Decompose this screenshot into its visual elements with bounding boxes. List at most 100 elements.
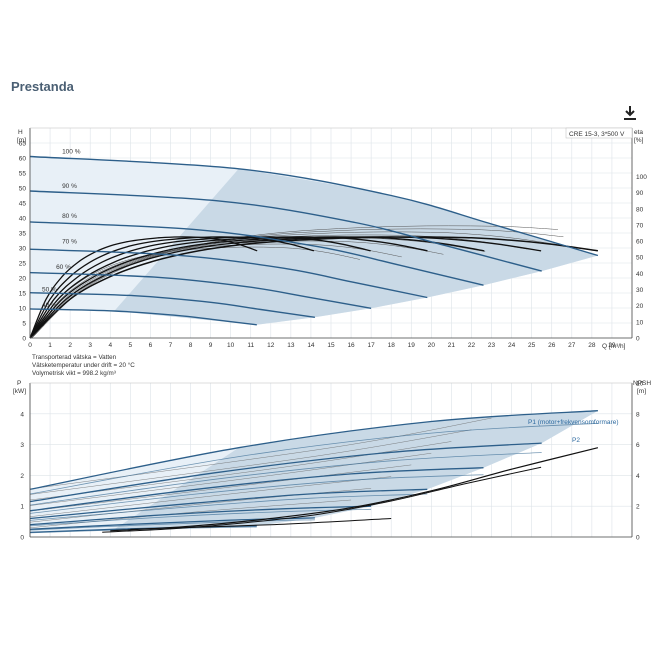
- head-curve-speed-2: [29, 221, 484, 286]
- head-y2-unit: [%]: [634, 137, 644, 144]
- head-curve-speed-0: [29, 155, 599, 257]
- p1-series-label: P1 (motor+frekvensomformare): [528, 419, 619, 426]
- head-x-tick: 19: [408, 342, 416, 349]
- power-p1-curve-3: [29, 488, 428, 520]
- head-y2-tick: 50: [636, 255, 644, 262]
- head-y-tick: 0: [22, 336, 26, 343]
- head-x-tick: 17: [368, 342, 376, 349]
- head-y2-tick: 40: [636, 271, 644, 278]
- head-y-tick: 45: [19, 201, 27, 208]
- head-y2-tick: 30: [636, 287, 644, 294]
- head-y-tick: 50: [19, 186, 27, 193]
- power-iso-curve: [29, 429, 472, 495]
- head-y-tick: 35: [19, 231, 27, 238]
- head-x-tick: 27: [568, 342, 576, 349]
- head-x-tick: 8: [189, 342, 193, 349]
- head-eta-curve-speed: [29, 236, 258, 339]
- head-x-tick: 10: [227, 342, 235, 349]
- head-x-tick: 2: [68, 342, 72, 349]
- head-eta-curve-thin: [31, 246, 361, 339]
- npsh-curve-secondary: [102, 466, 542, 533]
- power-y-tick: 1: [20, 504, 24, 511]
- head-x-tick: 1: [48, 342, 52, 349]
- head-eta-curve-speed: [29, 236, 485, 339]
- p2-series-label: P2: [572, 437, 580, 444]
- power-y2-unit: [m]: [637, 388, 646, 395]
- power-y2-tick: 10: [636, 381, 644, 388]
- speed-label: 60 %: [56, 264, 71, 271]
- head-y2-tick: 20: [636, 303, 644, 310]
- head-y2-tick: 60: [636, 239, 644, 246]
- head-y-tick: 40: [19, 216, 27, 223]
- head-x-tick: 13: [287, 342, 295, 349]
- power-p2-curve-5: [29, 519, 315, 531]
- head-curve-speed-6: [29, 308, 257, 326]
- power-y2-tick: 6: [636, 442, 640, 449]
- head-x-tick: 24: [508, 342, 516, 349]
- head-x-tick: 14: [307, 342, 315, 349]
- head-eta-curve-speed: [29, 236, 315, 339]
- head-x-tick: 23: [488, 342, 496, 349]
- head-y2-tick: 0: [636, 336, 640, 343]
- head-x-tick: 22: [468, 342, 476, 349]
- speed-label: 70 %: [62, 239, 77, 246]
- power-p2-curve-2: [29, 474, 484, 514]
- head-y-tick: 15: [19, 291, 27, 298]
- head-x-tick: 20: [428, 342, 436, 349]
- head-y-tick: 60: [19, 156, 27, 163]
- fluid-info-line: Vätsketemperatur under drift = 20 °C: [32, 361, 135, 369]
- power-y-label: P: [17, 380, 21, 387]
- power-iso-curve: [29, 488, 372, 523]
- head-y2-tick: 100: [636, 174, 647, 181]
- head-y-tick: 20: [19, 276, 27, 283]
- power-p1-curve-2: [29, 467, 484, 512]
- power-p1-curve-4: [29, 505, 372, 526]
- power-p1-curve-5: [29, 517, 315, 530]
- model-label-box: [565, 127, 633, 139]
- head-x-tick: 21: [448, 342, 456, 349]
- power-iso-curve: [29, 417, 492, 490]
- head-x-tick: 4: [108, 342, 112, 349]
- head-y-tick: 55: [19, 171, 27, 178]
- power-y-tick: 4: [20, 411, 24, 418]
- head-y2-tick: 10: [636, 319, 644, 326]
- head-y-label: H: [18, 129, 23, 136]
- head-x-tick: 11: [247, 342, 254, 349]
- power-y2-tick: 2: [636, 504, 640, 511]
- speed-label: 50 %: [42, 287, 57, 294]
- head-x-tick: 28: [588, 342, 596, 349]
- power-p2-curve-3: [29, 493, 428, 521]
- head-eta-curve-thin: [31, 237, 486, 339]
- head-x-tick: 12: [267, 342, 275, 349]
- head-curve-speed-5: [29, 292, 316, 318]
- head-eta-curve-speed: [29, 236, 542, 339]
- head-x-tick: 9: [209, 342, 213, 349]
- speed-label: 100 %: [62, 149, 81, 156]
- power-iso-curve: [29, 476, 392, 517]
- head-y2-label: eta: [634, 129, 643, 136]
- head-x-tick: 26: [548, 342, 556, 349]
- power-iso-curve: [29, 453, 432, 506]
- head-curve-speed-1: [29, 190, 542, 272]
- fluid-info-line: Volymetrisk vikt = 998.2 kg/m³: [32, 370, 116, 377]
- head-y-tick: 10: [19, 306, 27, 313]
- power-y2-tick: 0: [636, 535, 640, 542]
- head-y-tick: 30: [19, 246, 27, 253]
- head-curve-speed-4: [29, 271, 372, 309]
- head-eta-curve-thin: [31, 243, 402, 339]
- head-x-tick: 15: [327, 342, 335, 349]
- head-y-tick: 65: [19, 141, 27, 148]
- head-x-tick: 5: [129, 342, 133, 349]
- head-y2-tick: 80: [636, 206, 644, 213]
- head-y-tick: 25: [19, 261, 27, 268]
- npsh-curve: [110, 447, 599, 532]
- power-p2-curve-4: [29, 508, 372, 527]
- power-y-tick: 2: [20, 473, 24, 480]
- head-x-tick: 6: [149, 342, 153, 349]
- download-icon[interactable]: [623, 105, 637, 121]
- head-y-tick: 5: [22, 321, 26, 328]
- power-y-unit: [kW]: [13, 388, 26, 395]
- power-iso-curve: [29, 464, 412, 512]
- head-x-tick: 0: [28, 342, 32, 349]
